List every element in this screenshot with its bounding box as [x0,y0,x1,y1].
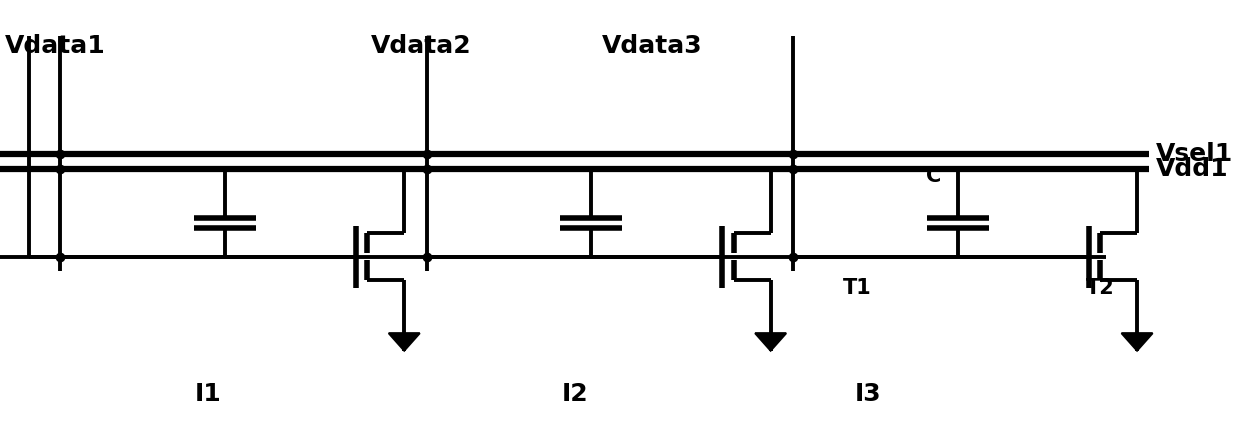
Text: Vdata2: Vdata2 [372,33,472,58]
Text: I1: I1 [195,382,222,406]
Polygon shape [755,333,787,351]
Text: T1: T1 [844,278,872,298]
Text: C: C [926,166,940,186]
Text: I2: I2 [561,382,589,406]
Polygon shape [389,333,420,351]
Text: Vdata3: Vdata3 [602,33,703,58]
Text: Vsel1: Vsel1 [1156,142,1233,166]
Text: T2: T2 [1085,278,1114,298]
Polygon shape [1121,333,1152,351]
Text: I3: I3 [854,382,881,406]
Text: Vdd1: Vdd1 [1156,157,1228,181]
Text: Vdata1: Vdata1 [5,33,105,58]
